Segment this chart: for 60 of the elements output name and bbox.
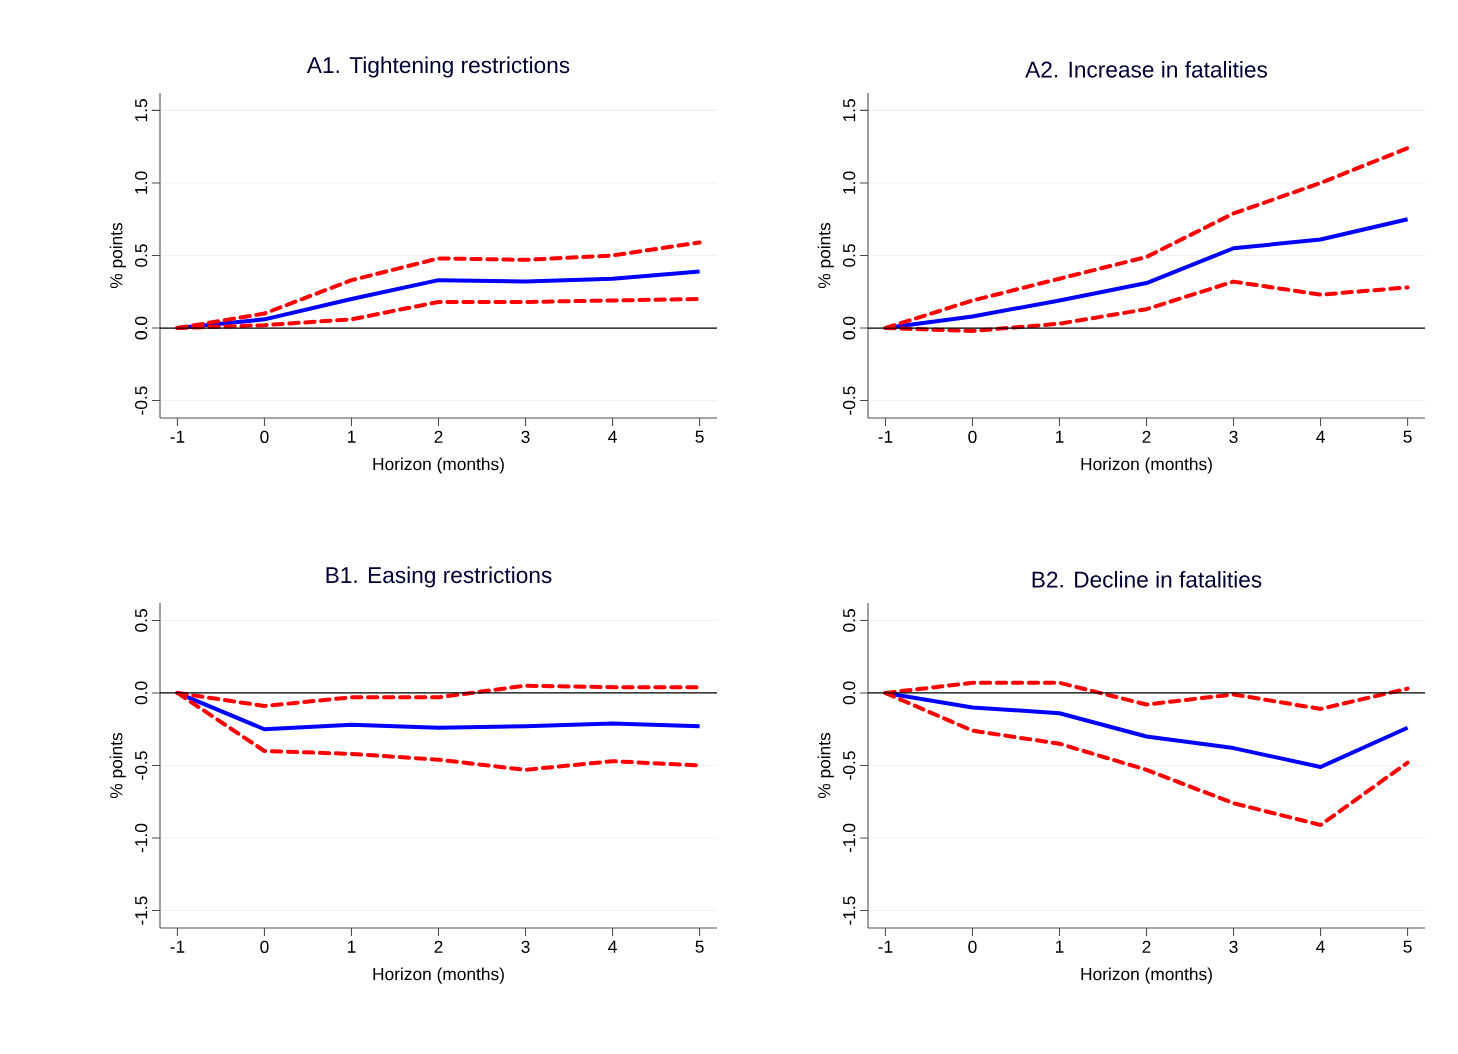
x-tick-label: 2 [1142, 940, 1151, 953]
y-tick-label: 0.0 [135, 681, 148, 705]
chart-title: B2. Decline in fatalities [1032, 570, 1262, 588]
x-tick-label: 5 [1403, 430, 1412, 443]
y-axis-title: % points [109, 222, 126, 289]
x-tick-label: 4 [608, 940, 617, 953]
x-tick-label: -1 [878, 430, 893, 443]
x-tick-label: 1 [347, 430, 356, 443]
x-tick-label: 5 [695, 940, 704, 953]
y-tick-label: -1.0 [135, 823, 148, 853]
x-tick-label: 3 [521, 430, 530, 443]
x-tick-label: 2 [434, 940, 443, 953]
x-tick-label: 1 [347, 940, 356, 953]
y-tick-label: 0.5 [135, 244, 148, 267]
y-tick-label: 1.0 [135, 171, 148, 194]
x-axis-title: Horizon (months) [1081, 967, 1212, 984]
x-axis-title: Horizon (months) [1081, 457, 1212, 474]
x-tick-label: 0 [260, 940, 269, 953]
x-tick-label: -1 [170, 430, 185, 443]
x-tick-label: -1 [170, 940, 185, 953]
y-tick-label: -1.0 [843, 823, 856, 853]
x-tick-label: 3 [521, 940, 530, 953]
y-axis-title: % points [817, 732, 834, 799]
x-axis-title: Horizon (months) [373, 967, 504, 984]
x-tick-label: 1 [1055, 430, 1064, 443]
y-tick-label: 0.0 [843, 681, 856, 705]
x-tick-label: 5 [1403, 940, 1412, 953]
y-tick-label: 0.5 [843, 609, 856, 632]
x-tick-label: 3 [1229, 940, 1238, 953]
x-tick-label: 5 [695, 430, 704, 443]
x-tick-label: 2 [1142, 430, 1151, 443]
x-tick-label: 4 [1316, 940, 1325, 953]
x-tick-label: 1 [1055, 940, 1064, 953]
x-tick-label: 0 [968, 940, 977, 953]
y-tick-label: -0.5 [843, 386, 856, 415]
x-tick-label: 2 [434, 430, 443, 443]
y-tick-label: 0.0 [843, 316, 856, 340]
x-tick-label: 0 [968, 430, 977, 443]
x-axis-title: Horizon (months) [373, 457, 504, 474]
y-tick-label: 1.0 [843, 171, 856, 194]
y-tick-label: 0.0 [135, 316, 148, 340]
y-tick-label: 0.5 [135, 609, 148, 632]
chart-title: A2. Increase in fatalities [1025, 60, 1268, 78]
chart-title: A1. Tightening restrictions [306, 56, 570, 78]
y-axis-title: % points [817, 222, 834, 289]
x-tick-label: 4 [608, 430, 617, 443]
y-tick-label: -0.5 [135, 386, 148, 415]
y-axis-title: % points [109, 732, 126, 799]
x-tick-label: 0 [260, 430, 269, 443]
y-tick-label: 1.5 [843, 99, 856, 122]
chart-title: B1. Easing restrictions [326, 566, 552, 588]
x-tick-label: -1 [878, 940, 893, 953]
y-tick-label: -0.5 [843, 751, 856, 780]
y-tick-label: -1.5 [135, 896, 148, 925]
y-tick-label: 0.5 [843, 244, 856, 267]
y-tick-label: -0.5 [135, 751, 148, 780]
x-tick-label: 3 [1229, 430, 1238, 443]
y-tick-label: 1.5 [135, 99, 148, 122]
x-tick-label: 4 [1316, 430, 1325, 443]
y-tick-label: -1.5 [843, 896, 856, 925]
